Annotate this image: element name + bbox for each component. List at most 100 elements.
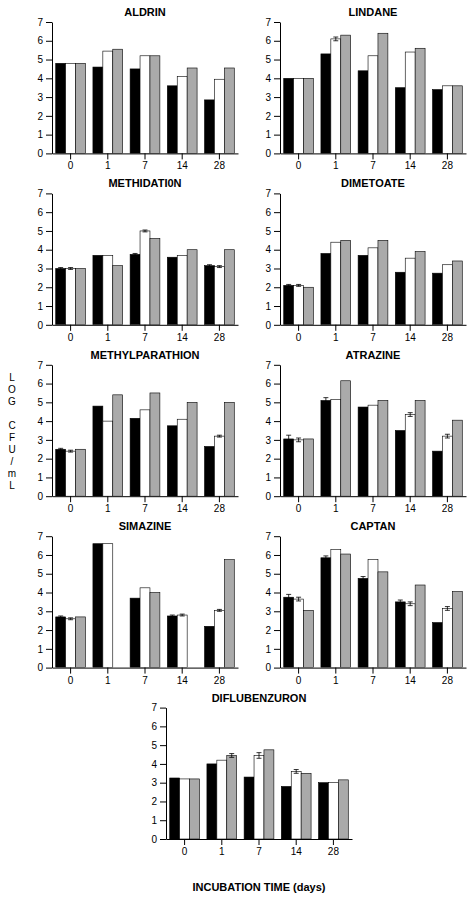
y-axis-title-letter: C <box>8 420 15 431</box>
bar <box>167 426 177 496</box>
y-tick: 7 <box>37 188 52 199</box>
chart-title: LINDANE <box>349 6 398 18</box>
error-bar-line <box>68 452 73 453</box>
y-tick-mark <box>274 153 280 154</box>
bar <box>113 395 123 496</box>
y-tick-mark <box>46 250 52 251</box>
error-bar-line <box>286 284 291 285</box>
error-bar-line <box>288 594 289 600</box>
y-tick-label: 4 <box>37 416 43 427</box>
error-bar-line <box>298 438 299 442</box>
y-axis-title-letter: m <box>8 468 16 479</box>
y-axis-title-letter: U <box>8 444 15 455</box>
y-tick-label: 4 <box>265 587 271 598</box>
y-tick-label: 3 <box>37 92 43 103</box>
x-tick-mark <box>182 325 183 331</box>
x-axis: 0171428 <box>167 839 353 857</box>
bar <box>368 560 378 668</box>
bar <box>433 623 443 668</box>
bar <box>56 617 66 668</box>
y-tick: 6 <box>265 378 280 389</box>
y-tick-mark <box>274 306 280 307</box>
bar <box>395 88 405 154</box>
bar <box>170 778 180 839</box>
x-tick-label: 0 <box>68 161 74 172</box>
x-tick: 0 <box>68 153 74 171</box>
y-tick-label: 4 <box>265 73 271 84</box>
y-tick: 4 <box>265 73 280 84</box>
bar <box>113 667 123 668</box>
x-tick: 14 <box>177 496 189 514</box>
error-bar <box>133 253 138 255</box>
x-tick-label: 14 <box>405 161 417 172</box>
x-tick-mark <box>182 153 183 159</box>
x-tick-mark <box>447 325 448 331</box>
x-tick: 0 <box>296 668 302 686</box>
error-bar-line <box>288 435 289 443</box>
x-tick-mark <box>107 153 108 159</box>
y-tick: 4 <box>151 759 166 770</box>
x-tick-label: 0 <box>296 675 302 686</box>
bar <box>224 250 234 325</box>
x-tick: 7 <box>256 839 262 857</box>
y-tick-mark <box>46 536 52 537</box>
bar <box>140 410 150 496</box>
error-bar-line <box>296 600 301 601</box>
x-tick: 0 <box>296 153 302 171</box>
y-tick: 0 <box>265 148 280 159</box>
y-tick: 4 <box>265 416 280 427</box>
x-tick-label: 28 <box>442 503 454 514</box>
error-bar-line <box>323 555 328 556</box>
x-tick-label: 7 <box>370 161 376 172</box>
bar <box>140 56 150 154</box>
bar <box>338 780 348 839</box>
y-tick: 0 <box>37 662 52 673</box>
bar-series <box>294 400 453 497</box>
error-bar <box>58 268 63 270</box>
error-bar <box>58 448 63 450</box>
x-tick: 28 <box>214 325 226 343</box>
bar <box>66 619 76 668</box>
y-tick-mark <box>46 630 52 631</box>
y-axis-line <box>166 708 167 839</box>
y-tick: 3 <box>37 92 52 103</box>
bar <box>328 783 338 839</box>
error-bar-line <box>410 413 411 417</box>
y-tick-label: 5 <box>37 397 43 408</box>
y-tick-mark <box>274 97 280 98</box>
bar-series <box>304 33 463 153</box>
bar <box>304 439 314 496</box>
x-tick-mark <box>410 496 411 502</box>
error-bar-line <box>133 255 138 256</box>
y-tick-label: 4 <box>265 244 271 255</box>
y-tick-mark <box>46 459 52 460</box>
y-tick-mark <box>274 402 280 403</box>
bar <box>103 255 113 324</box>
error-bar-line <box>133 253 138 254</box>
bar <box>205 100 215 153</box>
x-axis: 0171428 <box>281 496 467 514</box>
chart-title: SIMAZINE <box>119 520 172 532</box>
bar-series <box>294 549 453 667</box>
y-axis-title-letter: L <box>9 480 15 491</box>
error-bar <box>170 615 175 617</box>
bar <box>415 48 425 153</box>
x-axis: 0171428 <box>53 325 239 343</box>
y-tick-mark <box>274 496 280 497</box>
error-bar-line <box>445 606 450 607</box>
y-tick: 4 <box>37 587 52 598</box>
bar <box>224 560 234 668</box>
bar <box>321 400 331 496</box>
x-tick-mark <box>219 153 220 159</box>
y-axis-title-letter: / <box>11 456 14 467</box>
y-tick-label: 6 <box>265 207 271 218</box>
bar <box>130 418 140 496</box>
x-tick-mark <box>298 496 299 502</box>
error-bar-line <box>180 614 185 615</box>
y-tick-mark <box>274 384 280 385</box>
y-tick-mark <box>274 574 280 575</box>
error-bar-line <box>180 615 185 616</box>
y-tick: 0 <box>265 320 280 331</box>
y-axis-title-letter: G <box>8 396 16 407</box>
bar <box>405 415 415 497</box>
